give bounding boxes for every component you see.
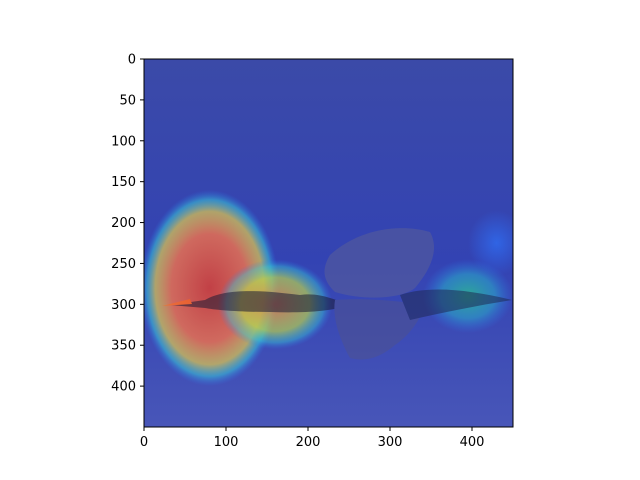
bird-neck xyxy=(170,291,350,313)
plot-frame xyxy=(143,58,514,428)
plot-area xyxy=(144,59,513,427)
bird-tail xyxy=(400,289,512,320)
y-tick-label: 150 xyxy=(111,175,136,190)
y-tick-label: 50 xyxy=(119,93,136,108)
x-tick-label: 0 xyxy=(140,435,148,450)
bird-wing-lower xyxy=(334,299,425,360)
y-tick-label: 200 xyxy=(111,216,136,231)
x-axis-ticks: 0 100 200 300 400 xyxy=(140,427,485,450)
y-tick-label: 100 xyxy=(111,134,136,149)
bird-wing-upper xyxy=(324,228,435,298)
x-tick-label: 400 xyxy=(460,435,485,450)
y-tick-label: 300 xyxy=(111,298,136,313)
bird-silhouette xyxy=(162,228,512,360)
y-tick-label: 250 xyxy=(111,257,136,272)
x-tick-label: 100 xyxy=(214,435,239,450)
x-tick-label: 300 xyxy=(378,435,403,450)
axes: 0 100 200 300 400 0 50 100 150 200 250 300 350 400 xyxy=(111,53,514,450)
y-tick-label: 400 xyxy=(111,380,136,395)
x-tick-label: 200 xyxy=(296,435,321,450)
bird-beak xyxy=(162,299,192,306)
hotspot-right-edge-region xyxy=(467,210,513,276)
y-axis-ticks: 0 50 100 150 200 250 300 350 400 xyxy=(111,53,144,395)
y-tick-label: 350 xyxy=(111,339,136,354)
y-tick-label: 0 xyxy=(128,53,136,68)
